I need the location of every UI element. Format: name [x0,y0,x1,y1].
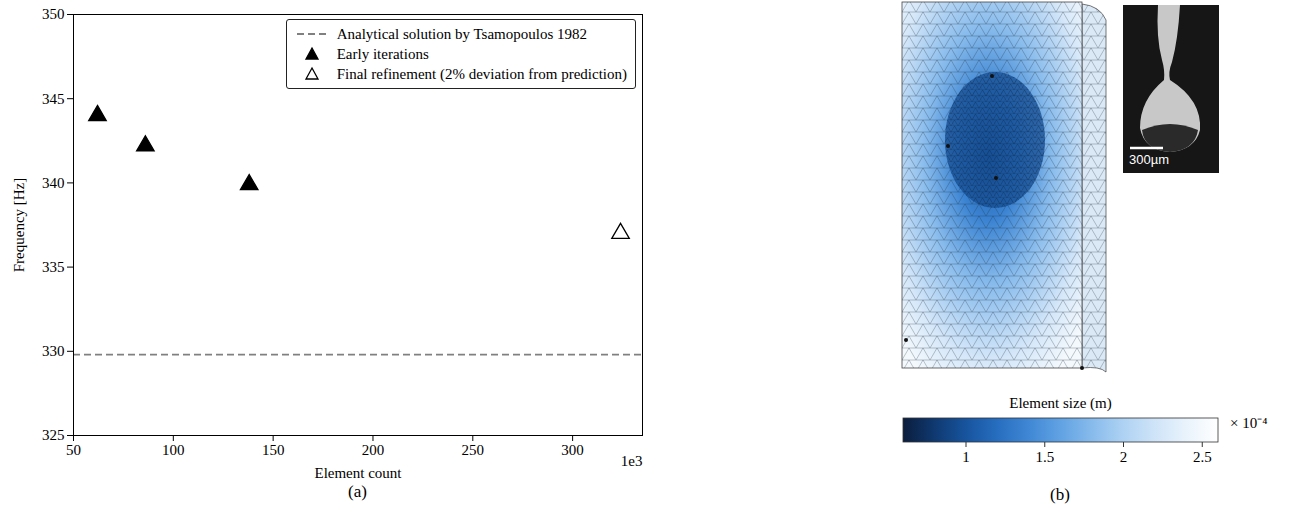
html-text:Early iterations: Early iterations [336,45,429,62]
svg-text:350: 350 [42,6,65,22]
svg-text:1e3: 1e3 [621,453,643,469]
svg-text:150: 150 [262,442,285,458]
html-text:(a): (a) [348,482,367,501]
svg-text:250: 250 [462,442,485,458]
svg-text:330: 330 [42,343,65,359]
svg-text:100: 100 [162,442,185,458]
svg-text:335: 335 [42,259,65,275]
svg-text:1.5: 1.5 [1035,449,1054,465]
svg-text:340: 340 [42,175,65,191]
svg-text:2.5: 2.5 [1193,449,1212,465]
svg-text:300µm: 300µm [1129,152,1169,167]
svg-text:50: 50 [66,442,81,458]
html-text:Final refinement (2% deviation: Final refinement (2% deviation from pred… [336,65,627,82]
svg-text:200: 200 [362,442,385,458]
html-text:Analytical solution by Tsamopo: Analytical solution by Tsamopoulos 1982 [336,25,587,42]
svg-text:300: 300 [561,442,584,458]
svg-text:345: 345 [42,91,65,107]
svg-text:(b): (b) [1050,485,1070,504]
svg-text:2: 2 [1120,449,1128,465]
svg-text:1: 1 [962,449,970,465]
svg-text:× 10⁻⁴: × 10⁻⁴ [1230,415,1267,431]
svg-text:Element size (m): Element size (m) [1009,395,1111,412]
svg-text:325: 325 [42,427,65,443]
svg-text:Element count: Element count [314,465,402,481]
svg-text:Frequency [Hz]: Frequency [Hz] [11,178,27,273]
